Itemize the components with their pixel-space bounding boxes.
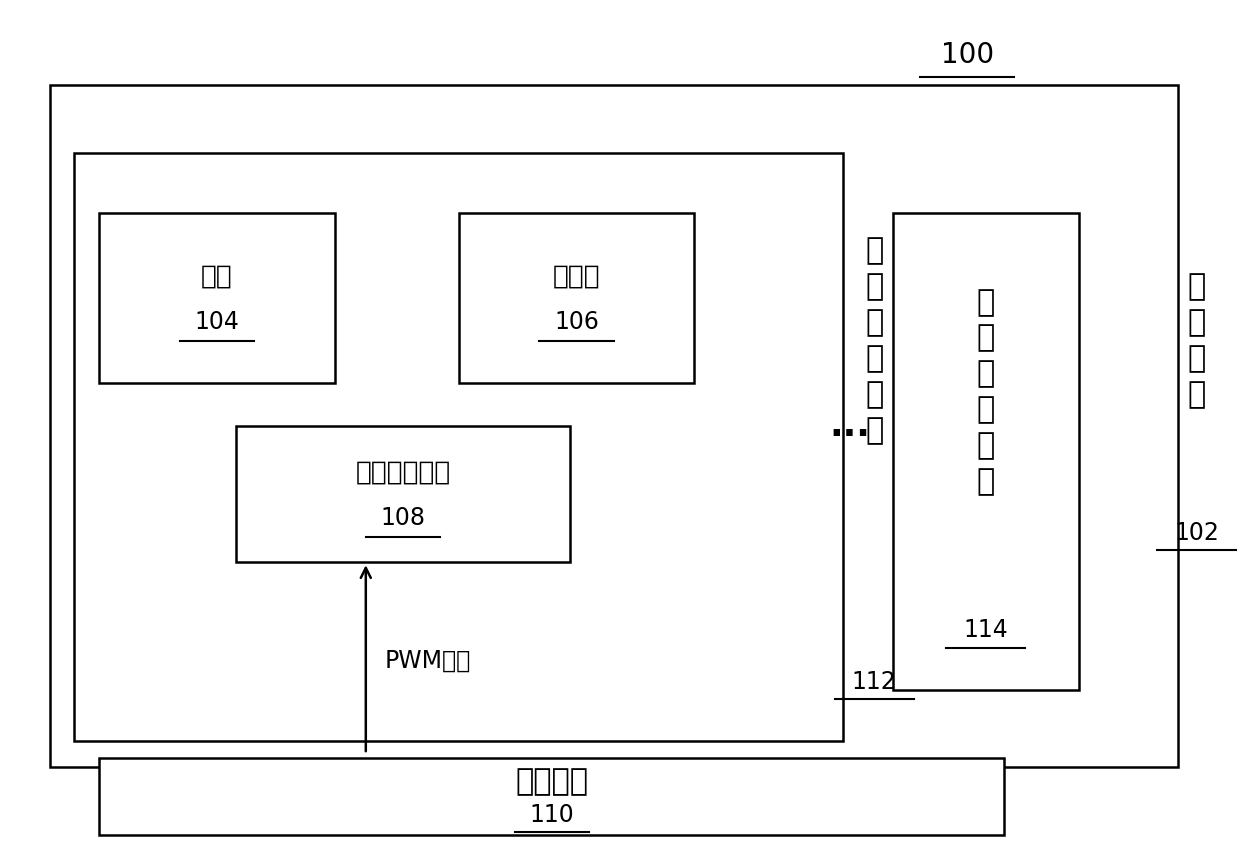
Text: 110: 110	[529, 803, 574, 827]
Text: 电源: 电源	[201, 264, 233, 290]
Text: 电
子
系
统: 电 子 系 统	[1188, 273, 1205, 409]
Bar	[236, 426, 570, 562]
Text: 控制设备: 控制设备	[516, 767, 588, 796]
Text: 112: 112	[852, 670, 897, 694]
Text: 114: 114	[963, 619, 1008, 642]
Bar	[74, 153, 843, 741]
Text: 开关控制单元: 开关控制单元	[356, 460, 450, 486]
Bar	[99, 758, 1004, 835]
Text: 100: 100	[941, 42, 993, 69]
Bar	[893, 213, 1079, 690]
Text: 104: 104	[195, 310, 239, 334]
Text: PWM信号: PWM信号	[384, 648, 471, 672]
Text: 106: 106	[554, 310, 599, 334]
Text: 108: 108	[381, 506, 425, 530]
Text: 功
率
控
制
装
置: 功 率 控 制 装 置	[866, 237, 883, 445]
Bar	[459, 213, 694, 383]
Text: 热电阻: 热电阻	[553, 264, 600, 290]
Text: ···: ···	[830, 417, 869, 452]
Bar	[50, 85, 1178, 767]
Text: 功
率
控
制
装
置: 功 率 控 制 装 置	[977, 288, 994, 496]
Bar	[99, 213, 335, 383]
Text: 102: 102	[1174, 521, 1219, 544]
